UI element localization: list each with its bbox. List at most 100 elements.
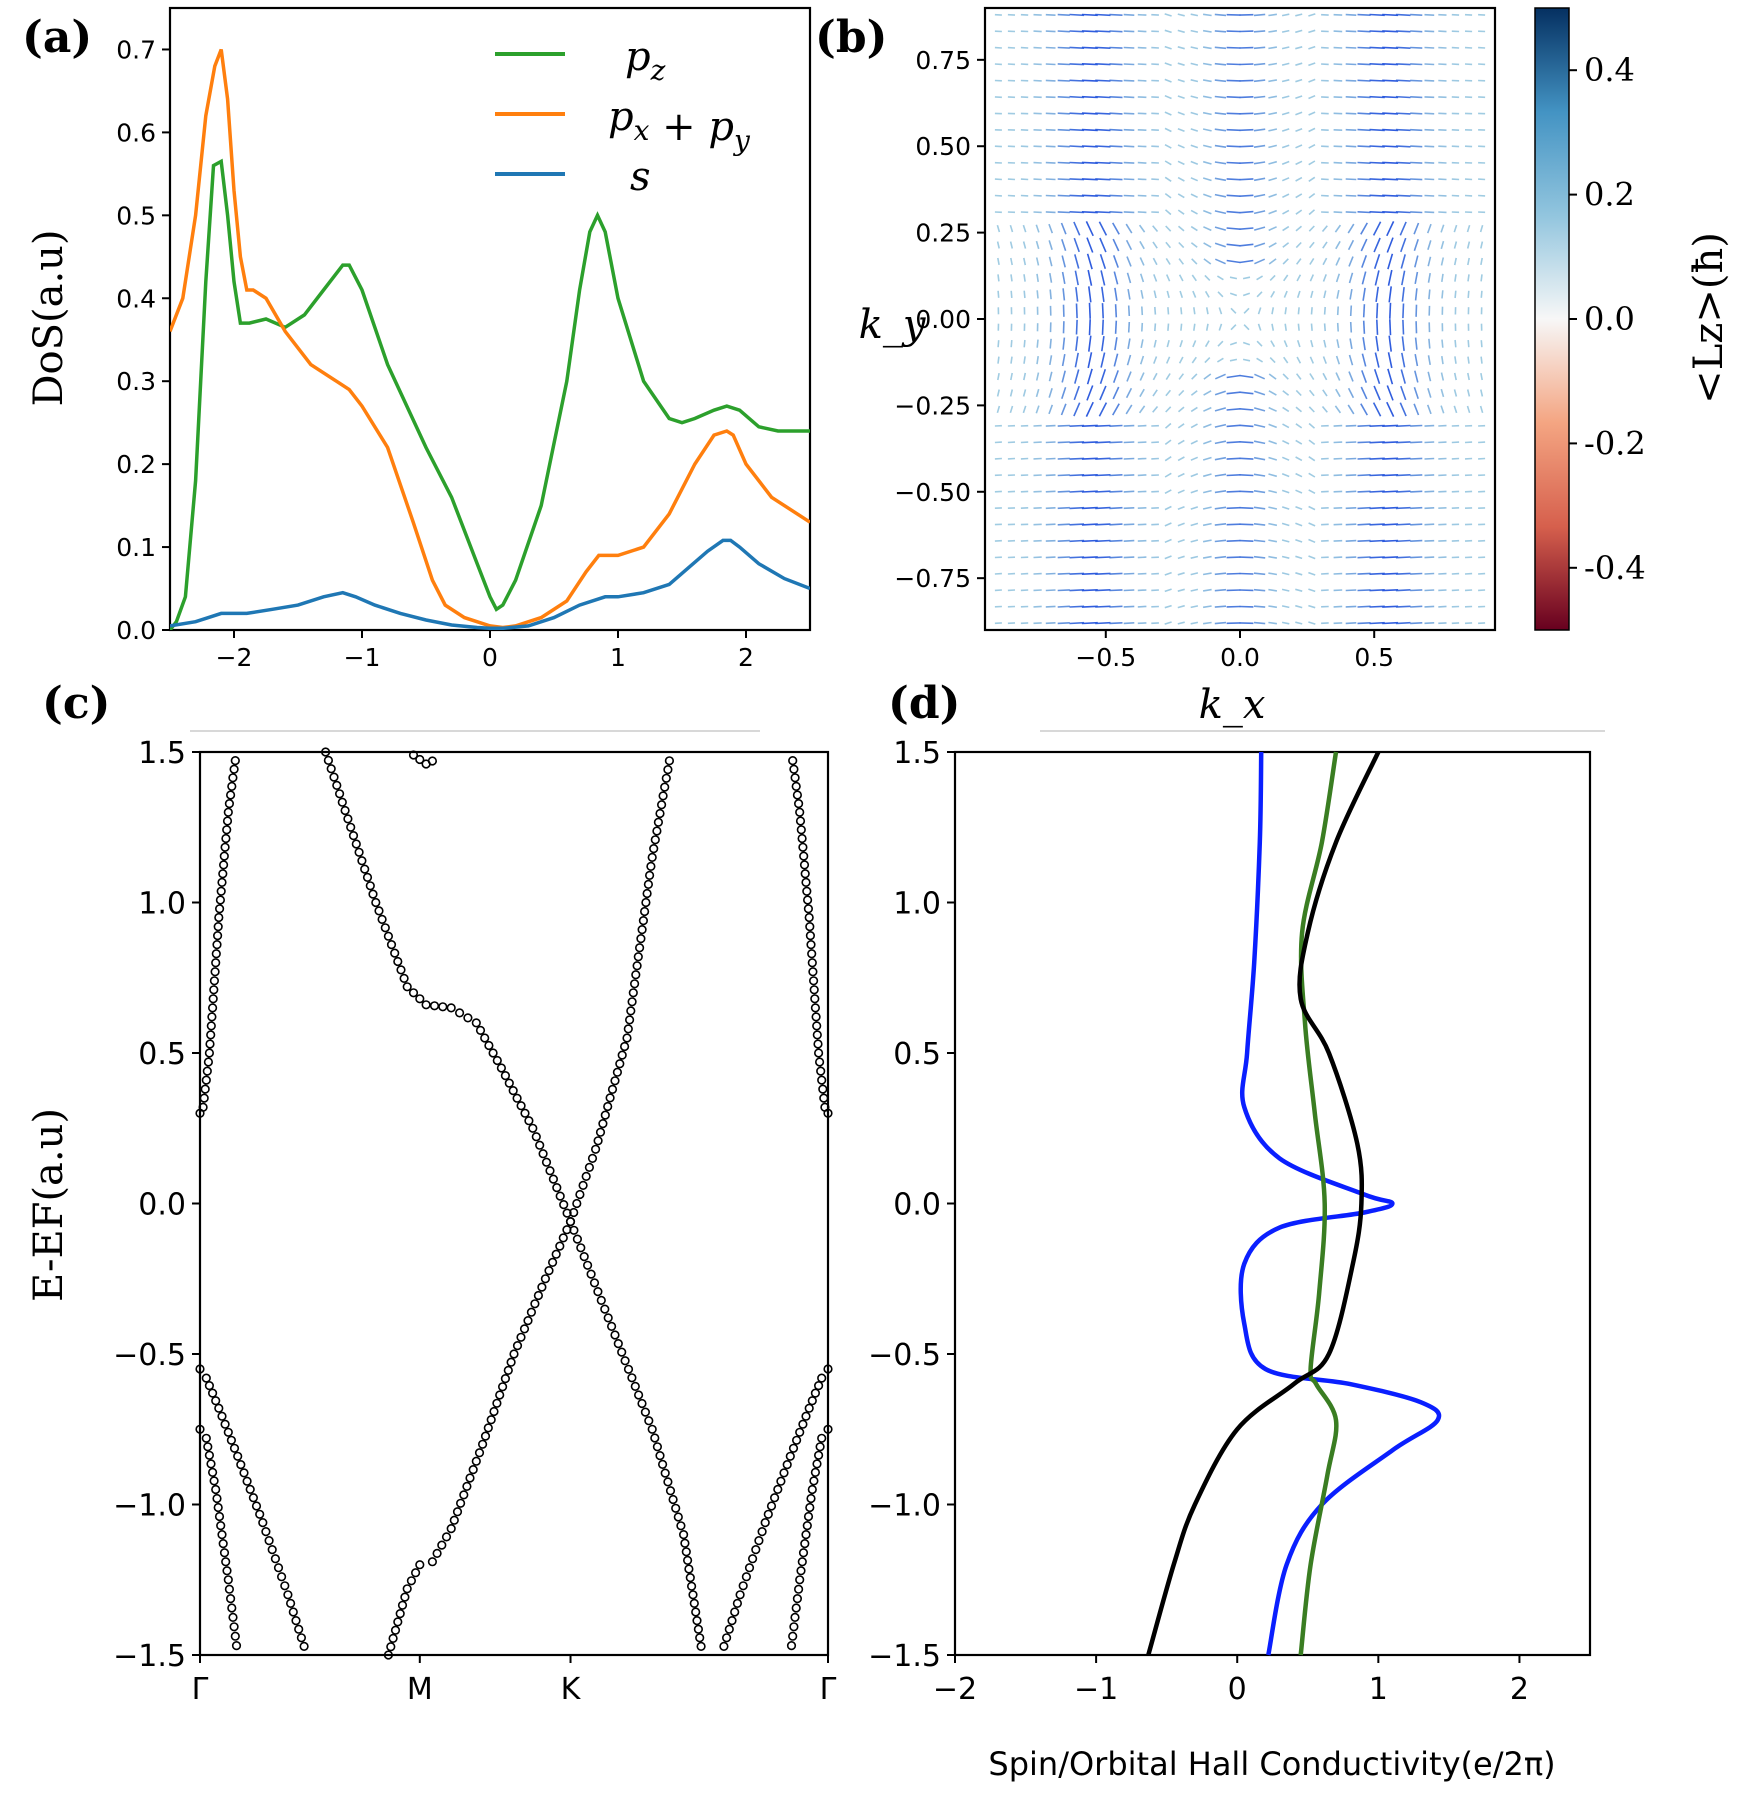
quiver-arrow xyxy=(1428,257,1430,266)
quiver-arrow xyxy=(1410,590,1422,591)
quiver-arrow xyxy=(1285,324,1286,331)
quiver-arrow xyxy=(1309,194,1315,198)
panel-c-kpath-label: K xyxy=(561,1672,582,1707)
band-0-point xyxy=(211,968,219,976)
band-6-point xyxy=(325,757,333,765)
quiver-arrow xyxy=(1063,272,1065,284)
band-3-point xyxy=(780,1469,788,1477)
quiver-arrow xyxy=(1024,291,1025,298)
quiver-arrow xyxy=(1358,179,1371,180)
quiver-arrow xyxy=(1358,113,1371,114)
quiver-arrow xyxy=(1179,374,1183,380)
quiver-arrow xyxy=(1254,540,1265,541)
band-7-point xyxy=(576,1191,584,1199)
band-7-point xyxy=(387,1643,395,1651)
quiver-arrow xyxy=(1425,557,1435,558)
panel-b-xlabel: k_x xyxy=(1199,682,1266,728)
quiver-arrow xyxy=(1259,324,1261,331)
band-5-point xyxy=(795,1585,803,1593)
quiver-arrow xyxy=(1141,290,1143,299)
quiver-arrow xyxy=(1396,573,1411,574)
quiver-arrow xyxy=(1215,146,1226,148)
quiver-arrow xyxy=(1165,622,1172,624)
quiver-arrow xyxy=(1334,163,1343,164)
panel-d-series-blue xyxy=(1241,752,1439,1655)
band-7-point xyxy=(599,1120,607,1128)
quiver-arrow xyxy=(1024,389,1026,396)
quiver-arrow xyxy=(1058,130,1070,131)
quiver-arrow xyxy=(1309,540,1316,543)
quiver-arrow xyxy=(1254,195,1265,197)
band-1-point xyxy=(792,783,800,791)
quiver-arrow xyxy=(1215,425,1226,428)
quiver-arrow xyxy=(1335,406,1340,413)
quiver-arrow xyxy=(1310,390,1315,396)
quiver-arrow xyxy=(1282,63,1289,65)
quiver-arrow xyxy=(1282,474,1289,477)
quiver-arrow xyxy=(1382,425,1398,426)
band-6-point xyxy=(648,1426,656,1434)
quiver-arrow xyxy=(1346,196,1357,197)
quiver-arrow xyxy=(1050,339,1051,349)
quiver-arrow xyxy=(1140,258,1144,266)
quiver-arrow xyxy=(1358,130,1371,131)
quiver-arrow xyxy=(1358,146,1371,147)
band-4-point xyxy=(229,1614,237,1622)
band-7-point xyxy=(592,1146,600,1154)
quiver-arrow xyxy=(1215,14,1226,15)
quiver-arrow xyxy=(1049,388,1052,397)
quiver-arrow xyxy=(1282,178,1289,181)
colorbar-tick-label: -0.2 xyxy=(1584,424,1646,462)
band-7-point xyxy=(589,1155,597,1163)
quiver-arrow xyxy=(1346,574,1357,575)
quiver-arrow xyxy=(1346,426,1357,427)
quiver-arrow xyxy=(1095,113,1110,114)
band-6-point xyxy=(400,975,408,983)
quiver-arrow xyxy=(1243,343,1250,345)
colorbar-tick-label: 0.4 xyxy=(1584,51,1635,89)
band-6-point xyxy=(584,1262,592,1270)
quiver-arrow xyxy=(1124,590,1135,591)
quiver-arrow xyxy=(1254,211,1265,214)
quiver-arrow xyxy=(1095,475,1110,476)
quiver-arrow xyxy=(1425,48,1435,49)
band-2-point xyxy=(234,1453,242,1461)
quiver-arrow xyxy=(1309,457,1315,461)
quiver-arrow xyxy=(1166,258,1170,264)
quiver-arrow xyxy=(1425,64,1435,65)
quiver-arrow xyxy=(1268,491,1276,493)
quiver-arrow xyxy=(1282,622,1289,623)
band-1-point xyxy=(791,774,799,782)
band-6-point xyxy=(608,1323,616,1331)
band-7-point xyxy=(630,989,638,997)
quiver-arrow xyxy=(1095,623,1110,624)
quiver-arrow xyxy=(1109,623,1122,624)
quiver-arrow xyxy=(1334,475,1343,476)
band-7-point xyxy=(606,1094,614,1102)
band-6-point xyxy=(611,1331,619,1339)
colorbar-tick-label: 0.0 xyxy=(1584,300,1635,338)
quiver-arrow xyxy=(1254,97,1265,98)
quiver-arrow xyxy=(1382,212,1398,213)
panel-c-kpath-label: M xyxy=(407,1672,433,1707)
band-0-point xyxy=(217,887,225,895)
band-7-point xyxy=(641,908,649,916)
quiver-arrow xyxy=(1410,524,1422,525)
panel-d-ytick-label: −1.5 xyxy=(868,1639,941,1674)
quiver-arrow xyxy=(1049,224,1052,233)
band-6-point xyxy=(654,1443,662,1451)
band-6-point xyxy=(447,1004,455,1012)
quiver-arrow xyxy=(1375,270,1379,285)
quiver-arrow xyxy=(1138,557,1147,558)
quiver-arrow xyxy=(1296,243,1301,248)
quiver-arrow xyxy=(998,390,1000,397)
quiver-arrow xyxy=(1095,458,1110,459)
quiver-arrow xyxy=(1337,356,1340,364)
quiver-arrow xyxy=(1269,474,1277,476)
band-3-point xyxy=(728,1617,736,1625)
quiver-arrow xyxy=(1425,113,1435,114)
quiver-arrow xyxy=(1254,441,1265,443)
quiver-arrow xyxy=(1011,390,1013,397)
quiver-arrow xyxy=(1046,475,1056,476)
quiver-arrow xyxy=(1282,145,1289,147)
